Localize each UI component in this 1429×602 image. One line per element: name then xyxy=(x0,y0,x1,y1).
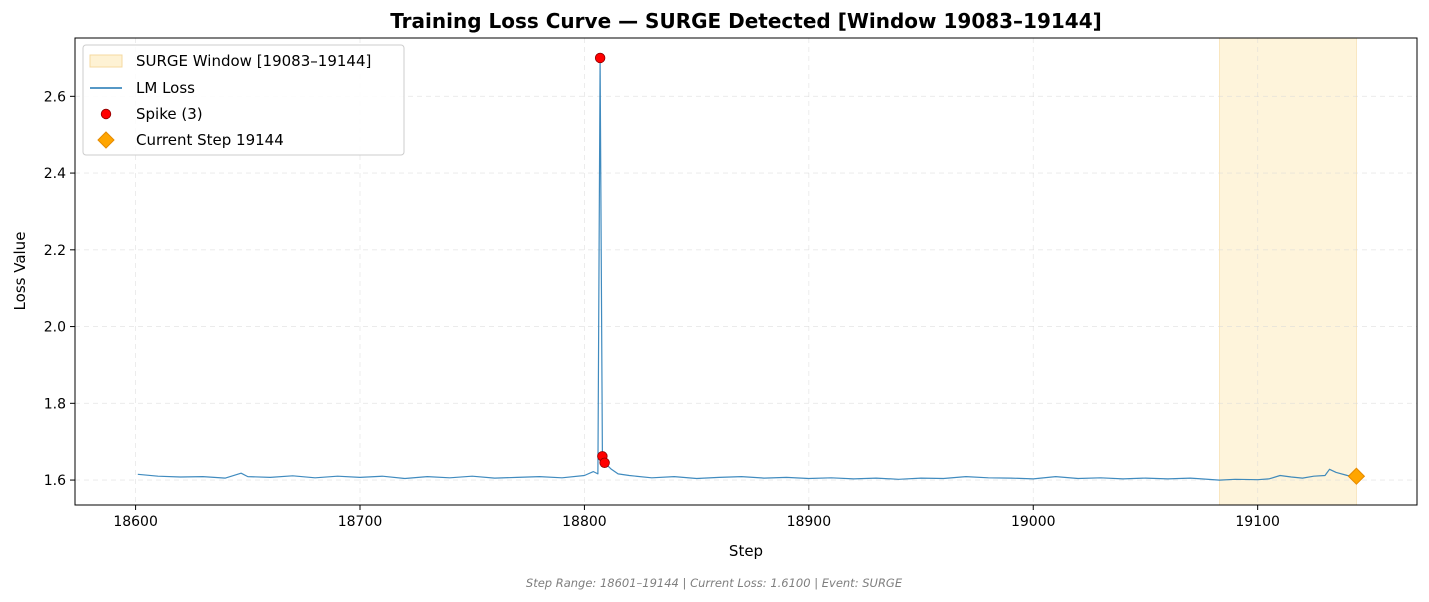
chart-title: Training Loss Curve — SURGE Detected [Wi… xyxy=(390,9,1102,33)
spike-point xyxy=(594,52,606,64)
y-tick-label: 1.8 xyxy=(44,396,66,412)
spike-point xyxy=(599,457,610,468)
current-step-marker xyxy=(1347,467,1366,485)
x-tick-label: 19100 xyxy=(1235,514,1280,530)
x-tick-label: 18600 xyxy=(113,514,158,530)
legend-swatch-window xyxy=(89,54,123,68)
y-tick-label: 2.4 xyxy=(44,166,66,182)
plot-frame xyxy=(74,37,1418,506)
series-line-lm-loss xyxy=(137,57,1357,481)
x-tick-label: 19000 xyxy=(1011,514,1056,530)
x-tick-label: 18900 xyxy=(787,514,832,530)
legend: SURGE Window [19083–19144] LM Loss Spike (… xyxy=(82,44,405,156)
y-tick-label: 2.2 xyxy=(44,243,66,259)
x-tick-label: 18800 xyxy=(562,514,607,530)
legend-label-spike: Spike (3) xyxy=(136,105,203,123)
legend-box xyxy=(82,44,405,156)
footer-caption: Step Range: 18601–19144 | Current Loss: … xyxy=(526,576,903,590)
surge-window-band xyxy=(1219,37,1357,506)
legend-label-line: LM Loss xyxy=(136,79,195,97)
legend-swatch-spike xyxy=(100,108,112,120)
x-tick-label: 18700 xyxy=(338,514,383,530)
y-tick-label: 1.6 xyxy=(44,473,66,489)
legend-label-window: SURGE Window [19083–19144] xyxy=(136,52,371,70)
y-tick-label: 2.6 xyxy=(44,89,66,105)
y-tick-label: 2.0 xyxy=(44,320,66,336)
legend-swatch-current xyxy=(97,131,115,149)
legend-label-current: Current Step 19144 xyxy=(136,131,284,149)
y-axis-label: Loss Value xyxy=(11,232,29,311)
x-axis-label: Step xyxy=(729,542,763,560)
plot-area: 18600 18700 18800 18900 19000 19100 1.6 1.8 2.0 2… xyxy=(44,37,1418,530)
